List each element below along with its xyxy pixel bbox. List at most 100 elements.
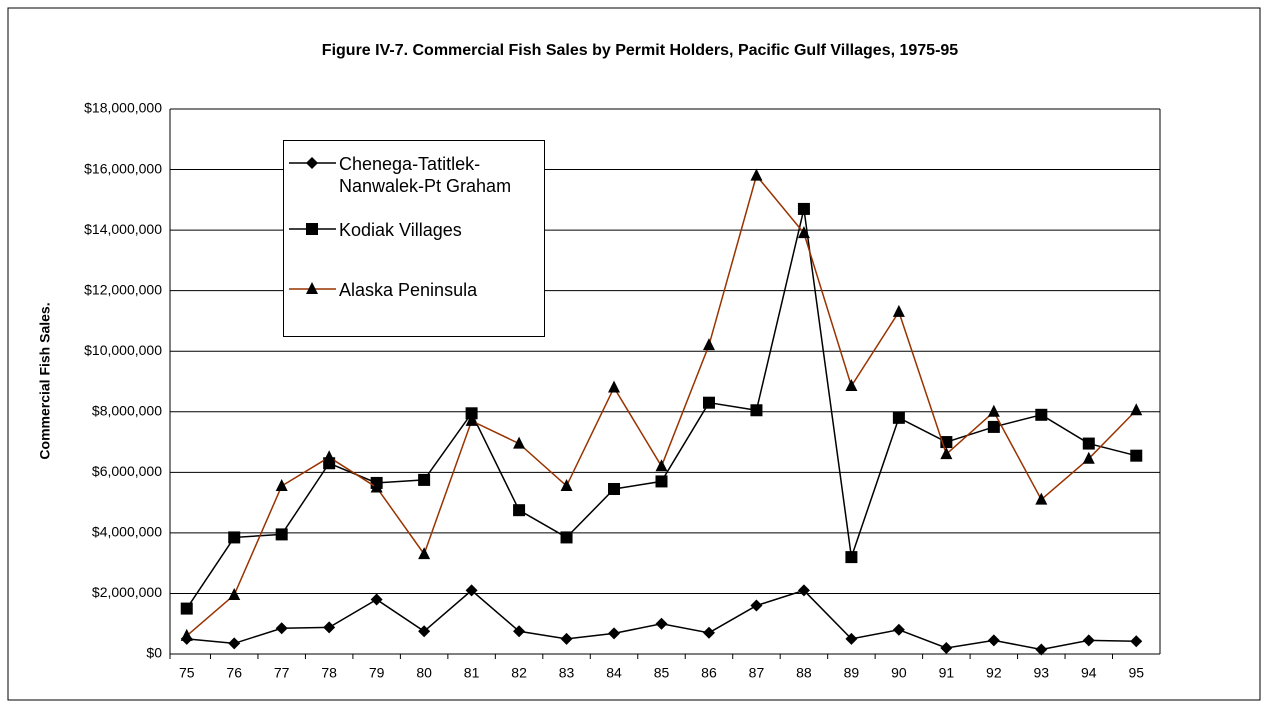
marker — [1082, 451, 1095, 464]
y-tick-label: $6,000,000 — [92, 463, 162, 479]
legend-entry: Alaska Peninsula — [284, 279, 546, 329]
legend-label: Alaska Peninsula — [339, 280, 478, 300]
marker — [370, 480, 383, 493]
marker — [180, 628, 193, 641]
legend-label: Chenega-Tatitlek-Nanwalek-Pt Graham — [339, 154, 512, 196]
marker — [228, 637, 241, 650]
legend-swatch — [289, 157, 336, 169]
y-tick-label: $8,000,000 — [92, 402, 162, 418]
marker — [655, 617, 668, 630]
y-axis-label: Commercial Fish Sales. — [37, 302, 53, 459]
marker — [465, 584, 478, 597]
legend-label: Kodiak Villages — [339, 220, 462, 240]
y-tick-label: $4,000,000 — [92, 524, 162, 540]
marker — [560, 632, 573, 645]
marker — [306, 282, 318, 294]
marker — [275, 478, 288, 491]
x-tick-label: 86 — [701, 665, 717, 681]
marker — [1082, 634, 1095, 647]
x-tick-label: 79 — [369, 665, 385, 681]
marker — [1130, 635, 1143, 648]
marker — [1035, 643, 1048, 656]
x-tick-label: 84 — [606, 665, 622, 681]
marker — [940, 641, 953, 654]
marker — [1082, 437, 1095, 450]
legend: Chenega-Tatitlek-Nanwalek-Pt Graham Kodia… — [283, 140, 545, 337]
y-tick-label: $2,000,000 — [92, 584, 162, 600]
marker — [750, 168, 763, 181]
marker — [608, 627, 621, 640]
marker — [655, 475, 668, 488]
marker — [892, 304, 905, 317]
marker — [1035, 492, 1048, 505]
y-tick-label: $16,000,000 — [84, 160, 162, 176]
marker — [418, 547, 431, 560]
marker — [560, 478, 573, 491]
marker — [750, 404, 763, 417]
marker — [465, 413, 478, 426]
x-tick-label: 77 — [274, 665, 290, 681]
marker — [275, 528, 288, 541]
x-tick-label: 95 — [1128, 665, 1144, 681]
legend-swatch — [289, 223, 336, 235]
marker — [275, 622, 288, 635]
marker — [845, 632, 858, 645]
marker — [702, 626, 715, 639]
x-tick-label: 80 — [416, 665, 432, 681]
x-tick-label: 85 — [654, 665, 670, 681]
marker — [513, 625, 526, 638]
marker — [702, 338, 715, 351]
marker — [797, 202, 810, 215]
marker — [892, 623, 905, 636]
x-tick-label: 81 — [464, 665, 480, 681]
x-tick-label: 92 — [986, 665, 1002, 681]
x-tick-label: 90 — [891, 665, 907, 681]
marker — [560, 531, 573, 544]
marker — [987, 634, 1000, 647]
marker — [180, 602, 193, 615]
marker — [845, 551, 858, 564]
y-tick-label: $0 — [146, 645, 162, 661]
x-tick-label: 78 — [321, 665, 337, 681]
marker — [608, 380, 621, 393]
marker — [987, 420, 1000, 433]
marker — [1130, 403, 1143, 416]
marker — [655, 459, 668, 472]
marker — [513, 504, 526, 517]
marker — [418, 473, 431, 486]
marker — [987, 404, 1000, 417]
marker — [370, 593, 383, 606]
x-tick-label: 82 — [511, 665, 527, 681]
x-tick-label: 89 — [844, 665, 860, 681]
marker — [750, 599, 763, 612]
x-tick-label: 75 — [179, 665, 195, 681]
marker — [940, 447, 953, 460]
marker — [465, 407, 478, 420]
x-tick-label: 94 — [1081, 665, 1097, 681]
marker — [892, 411, 905, 424]
y-tick-label: $14,000,000 — [84, 221, 162, 237]
x-tick-label: 87 — [749, 665, 765, 681]
y-tick-label: $18,000,000 — [84, 100, 162, 116]
y-tick-label: $12,000,000 — [84, 281, 162, 297]
marker — [418, 625, 431, 638]
marker — [306, 223, 318, 235]
x-tick-label: 91 — [939, 665, 955, 681]
x-tick-label: 88 — [796, 665, 812, 681]
marker — [323, 450, 336, 463]
x-tick-label: 93 — [1034, 665, 1050, 681]
legend-entry: Kodiak Villages — [284, 219, 546, 269]
marker — [228, 531, 241, 544]
marker — [513, 436, 526, 449]
marker — [228, 587, 241, 600]
chart-title: Figure IV-7. Commercial Fish Sales by Pe… — [322, 42, 959, 59]
marker — [797, 226, 810, 239]
marker — [702, 396, 715, 409]
marker — [323, 621, 336, 634]
x-tick-label: 83 — [559, 665, 575, 681]
marker — [1035, 408, 1048, 421]
marker — [608, 482, 621, 495]
legend-swatch — [289, 282, 336, 294]
